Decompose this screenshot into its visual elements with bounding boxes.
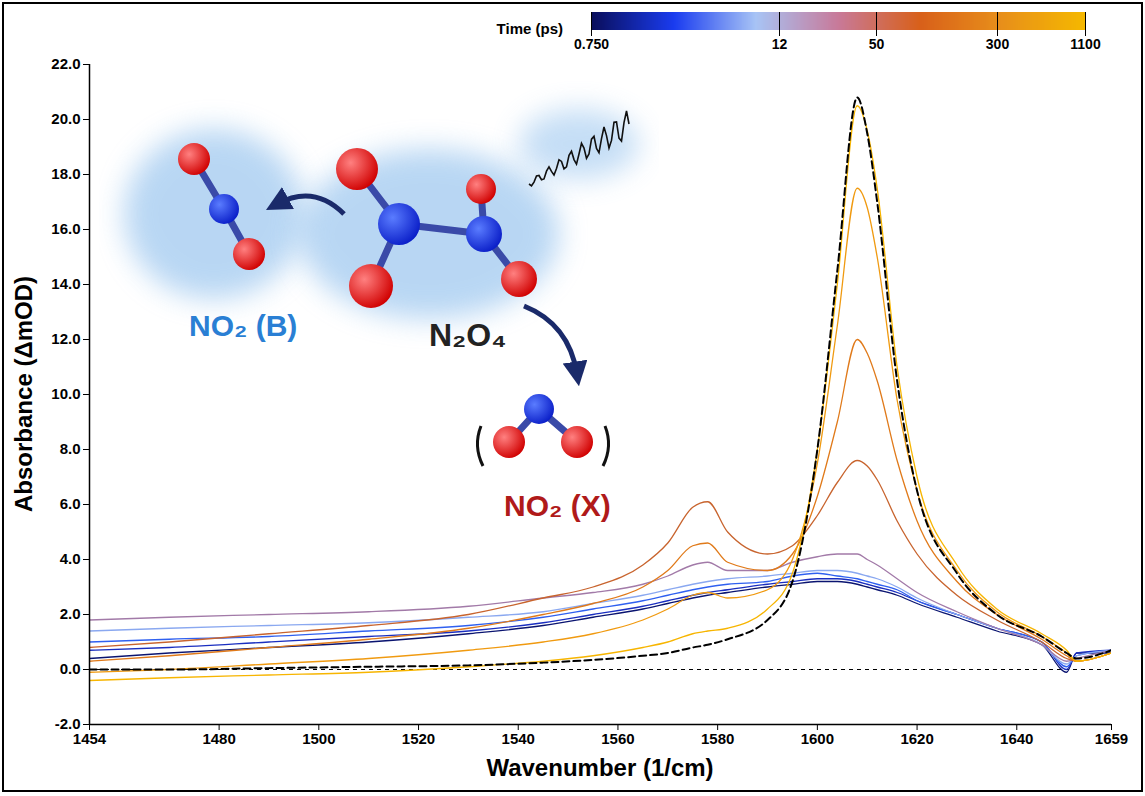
svg-text:300: 300 bbox=[986, 36, 1010, 52]
svg-text:50: 50 bbox=[869, 36, 885, 52]
svg-text:-2.0: -2.0 bbox=[54, 715, 81, 733]
svg-text:20.0: 20.0 bbox=[51, 110, 80, 127]
svg-text:14.0: 14.0 bbox=[51, 275, 80, 292]
svg-text:N₂O₄: N₂O₄ bbox=[429, 317, 506, 353]
svg-text:16.0: 16.0 bbox=[51, 220, 80, 237]
svg-text:8.0: 8.0 bbox=[60, 440, 81, 457]
html-text:Absorbance (ΔmOD): Absorbance (ΔmOD) bbox=[10, 276, 37, 512]
svg-text:1520: 1520 bbox=[402, 730, 435, 747]
svg-text:1560: 1560 bbox=[601, 730, 634, 747]
svg-text:0.0: 0.0 bbox=[60, 660, 81, 677]
svg-text:1659: 1659 bbox=[1095, 730, 1128, 747]
svg-text:6.0: 6.0 bbox=[60, 495, 81, 512]
svg-text:1620: 1620 bbox=[900, 730, 933, 747]
svg-text:1480: 1480 bbox=[202, 730, 235, 747]
svg-text:1600: 1600 bbox=[801, 730, 834, 747]
svg-text:1640: 1640 bbox=[1000, 730, 1033, 747]
svg-text:1580: 1580 bbox=[701, 730, 734, 747]
svg-text:1500: 1500 bbox=[302, 730, 335, 747]
svg-text:1100: 1100 bbox=[1070, 36, 1101, 52]
svg-text:12.0: 12.0 bbox=[51, 330, 80, 347]
html-text:Wavenumber (1/cm): Wavenumber (1/cm) bbox=[486, 754, 714, 781]
svg-text:2.0: 2.0 bbox=[60, 605, 81, 622]
svg-text:4.0: 4.0 bbox=[60, 550, 81, 567]
svg-text:NO₂ (X): NO₂ (X) bbox=[504, 489, 611, 522]
svg-text:12: 12 bbox=[772, 36, 788, 52]
svg-text:1454: 1454 bbox=[73, 730, 107, 747]
svg-text:0.750: 0.750 bbox=[574, 36, 609, 52]
svg-text:22.0: 22.0 bbox=[51, 55, 80, 72]
svg-text:NO₂ (B): NO₂ (B) bbox=[189, 309, 297, 342]
svg-text:1540: 1540 bbox=[502, 730, 535, 747]
svg-text:10.0: 10.0 bbox=[51, 385, 80, 402]
html-text:Time (ps): Time (ps) bbox=[496, 20, 563, 37]
svg-text:18.0: 18.0 bbox=[51, 165, 80, 182]
